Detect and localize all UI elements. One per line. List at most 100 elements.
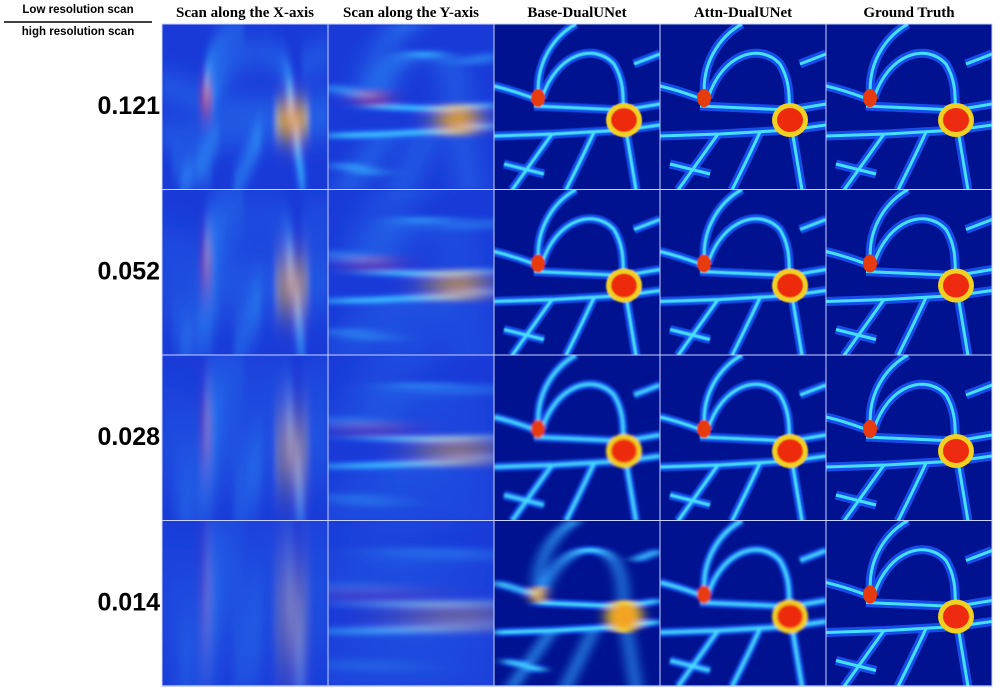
neurite xyxy=(872,217,958,278)
neurite xyxy=(292,626,306,686)
soma xyxy=(611,604,637,629)
neurite xyxy=(344,464,388,520)
neurite xyxy=(510,298,554,355)
neurite xyxy=(842,133,886,189)
neurite xyxy=(337,659,379,672)
ratio-numerator: Low resolution scan xyxy=(22,4,133,16)
neurite xyxy=(178,464,222,520)
neurite xyxy=(467,549,494,562)
neurite xyxy=(458,295,472,355)
neurite xyxy=(842,629,886,686)
soma-small xyxy=(199,89,213,107)
neurite xyxy=(872,51,958,113)
neurite xyxy=(232,627,264,686)
neurite xyxy=(676,133,720,189)
neurite xyxy=(564,131,596,189)
neurite xyxy=(162,454,328,469)
neurite xyxy=(633,549,660,562)
image-content xyxy=(328,355,494,520)
soma-small xyxy=(697,420,711,438)
neurite xyxy=(328,454,494,469)
neurite xyxy=(633,52,660,66)
neurite xyxy=(162,620,328,634)
soma xyxy=(279,439,305,463)
image-cell xyxy=(660,520,826,686)
neurite xyxy=(208,548,294,609)
neurite xyxy=(564,627,596,686)
column-title: Scan along the X-axis xyxy=(176,5,314,21)
neurite xyxy=(344,133,388,189)
soma-small xyxy=(863,585,877,604)
image-content xyxy=(162,355,328,520)
neurite xyxy=(835,328,877,341)
neurite xyxy=(842,464,886,520)
neurite xyxy=(162,289,328,303)
soma-small xyxy=(863,254,877,273)
image-content xyxy=(826,355,992,520)
neurite xyxy=(730,462,762,520)
neurite xyxy=(467,52,494,66)
neurite xyxy=(503,659,545,672)
neurite xyxy=(510,629,554,686)
neurite xyxy=(503,162,545,176)
image-cell xyxy=(162,189,328,355)
neurite xyxy=(799,549,826,562)
neurite xyxy=(842,298,886,355)
soma xyxy=(777,108,803,132)
image-cell xyxy=(826,355,992,520)
neurite xyxy=(292,460,306,520)
image-content xyxy=(162,189,328,355)
neurite xyxy=(826,289,992,303)
neurite xyxy=(467,218,494,231)
image-cell xyxy=(826,24,992,189)
soma-small xyxy=(365,585,379,604)
row-ratio: 0.028 xyxy=(97,423,160,451)
image-content xyxy=(826,189,992,355)
neurite xyxy=(799,52,826,66)
image-content xyxy=(328,520,494,686)
neurite xyxy=(540,217,626,278)
neurite xyxy=(965,218,992,231)
neurite xyxy=(494,289,660,303)
column-title: Attn-DualUNet xyxy=(694,5,792,21)
image-cell xyxy=(162,24,328,189)
neurite xyxy=(171,328,213,341)
soma-small xyxy=(199,254,213,273)
soma-small xyxy=(531,89,545,107)
neurite xyxy=(669,493,711,507)
neurite xyxy=(624,460,638,520)
soma-small xyxy=(531,254,545,273)
neurite xyxy=(706,548,792,609)
neurite xyxy=(232,296,264,355)
image-content xyxy=(826,24,992,189)
neurite xyxy=(799,383,826,397)
soma-small xyxy=(697,585,711,604)
neurite xyxy=(835,659,877,672)
soma xyxy=(279,108,305,132)
neurite xyxy=(301,383,328,397)
neurite xyxy=(872,382,958,444)
neurite xyxy=(790,129,804,189)
neurite xyxy=(624,129,638,189)
neurite xyxy=(337,328,379,341)
neurite xyxy=(374,548,460,609)
neurite xyxy=(503,328,545,341)
neurite xyxy=(178,298,222,355)
image-cell xyxy=(660,24,826,189)
neurite xyxy=(232,131,264,189)
neurite xyxy=(660,620,826,634)
image-cell xyxy=(494,355,660,520)
image-content xyxy=(494,355,660,520)
image-cell xyxy=(328,520,494,686)
neurite xyxy=(301,52,328,66)
image-cell xyxy=(328,355,494,520)
neurite xyxy=(826,620,992,634)
neurite xyxy=(872,548,958,609)
soma xyxy=(611,273,637,298)
column-title: Scan along the Y-axis xyxy=(343,5,479,21)
neurite xyxy=(956,295,970,355)
neurite xyxy=(208,382,294,444)
soma xyxy=(279,604,305,629)
soma-small xyxy=(697,89,711,107)
